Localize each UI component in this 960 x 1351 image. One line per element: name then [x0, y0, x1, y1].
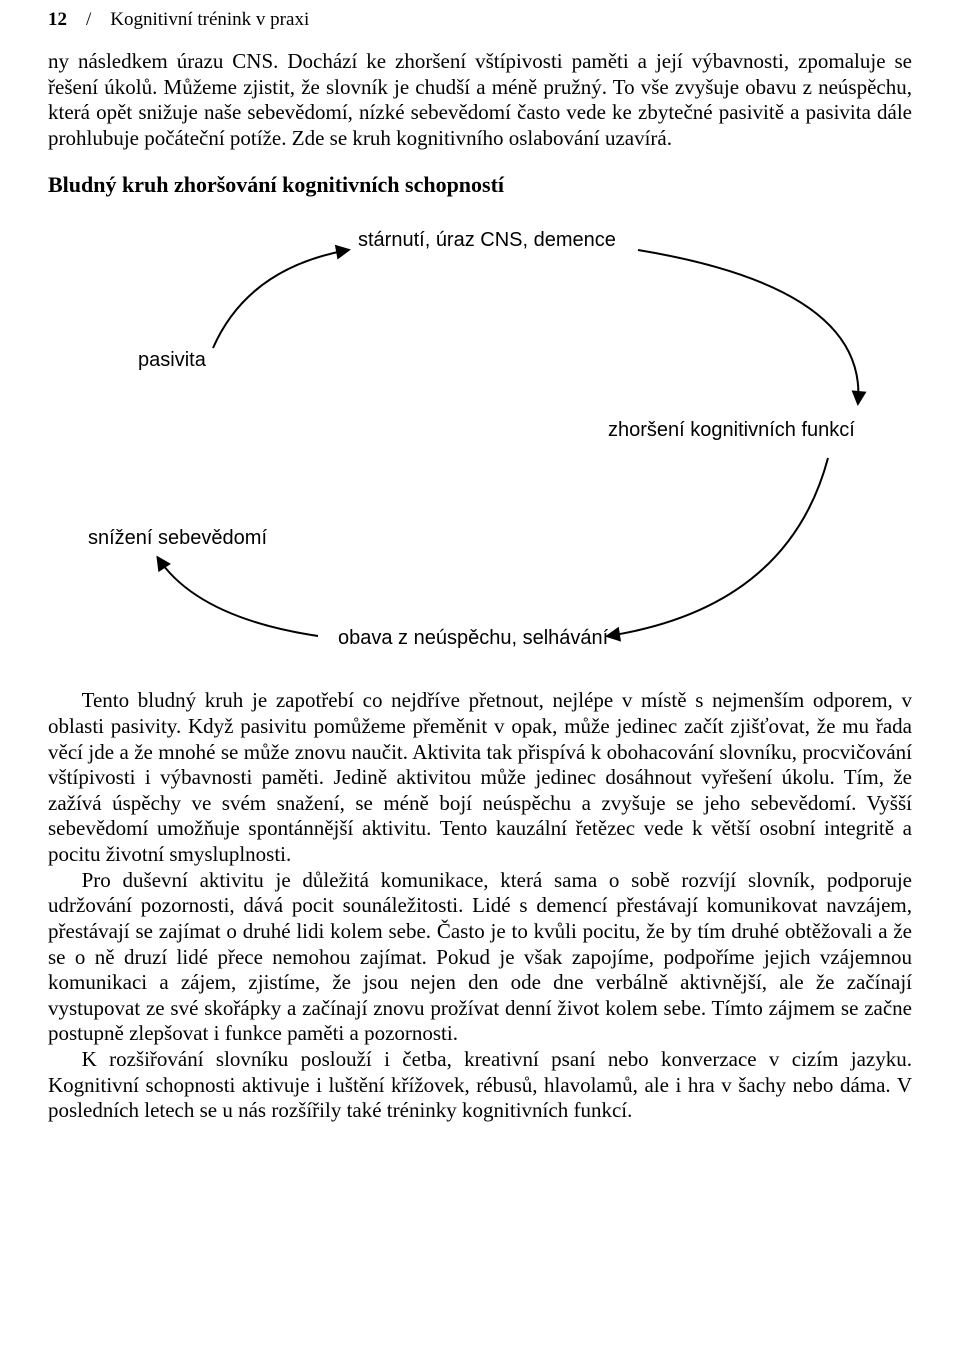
arc-bottom-to-leftbottom: [158, 558, 318, 636]
cycle-diagram: stárnutí, úraz CNS, demence zhoršení kog…: [48, 208, 912, 678]
paragraph-1: ny následkem úrazu CNS. Dochází ke zhorš…: [48, 49, 912, 151]
arc-pasivita-to-top: [213, 250, 348, 348]
paragraph-3: Pro duševní aktivitu je důležitá komunik…: [48, 868, 912, 1047]
running-head: 12 / Kognitivní trénink v praxi: [48, 8, 912, 31]
diagram-label-top: stárnutí, úraz CNS, demence: [358, 228, 616, 252]
paragraph-2: Tento bludný kruh je zapotřebí co nejdří…: [48, 688, 912, 867]
paragraph-4: K rozšiřování slovníku poslouží i četba,…: [48, 1047, 912, 1124]
page: 12 / Kognitivní trénink v praxi ny násle…: [0, 0, 960, 1351]
diagram-label-bottom: obava z neúspěchu, selhávání: [338, 626, 608, 650]
cycle-svg: [48, 208, 912, 678]
diagram-label-left-bottom: snížení sebevědomí: [88, 526, 267, 550]
diagram-label-right: zhoršení kognitivních funkcí: [608, 418, 855, 442]
arc-top-to-right: [638, 250, 858, 403]
diagram-label-left-top: pasivita: [138, 348, 206, 372]
header-separator: /: [86, 9, 91, 30]
header-title: Kognitivní trénink v praxi: [110, 9, 309, 30]
arc-right-to-bottom: [608, 458, 828, 636]
section-title: Bludný kruh zhoršování kognitivních scho…: [48, 172, 912, 199]
page-number: 12: [48, 9, 67, 30]
